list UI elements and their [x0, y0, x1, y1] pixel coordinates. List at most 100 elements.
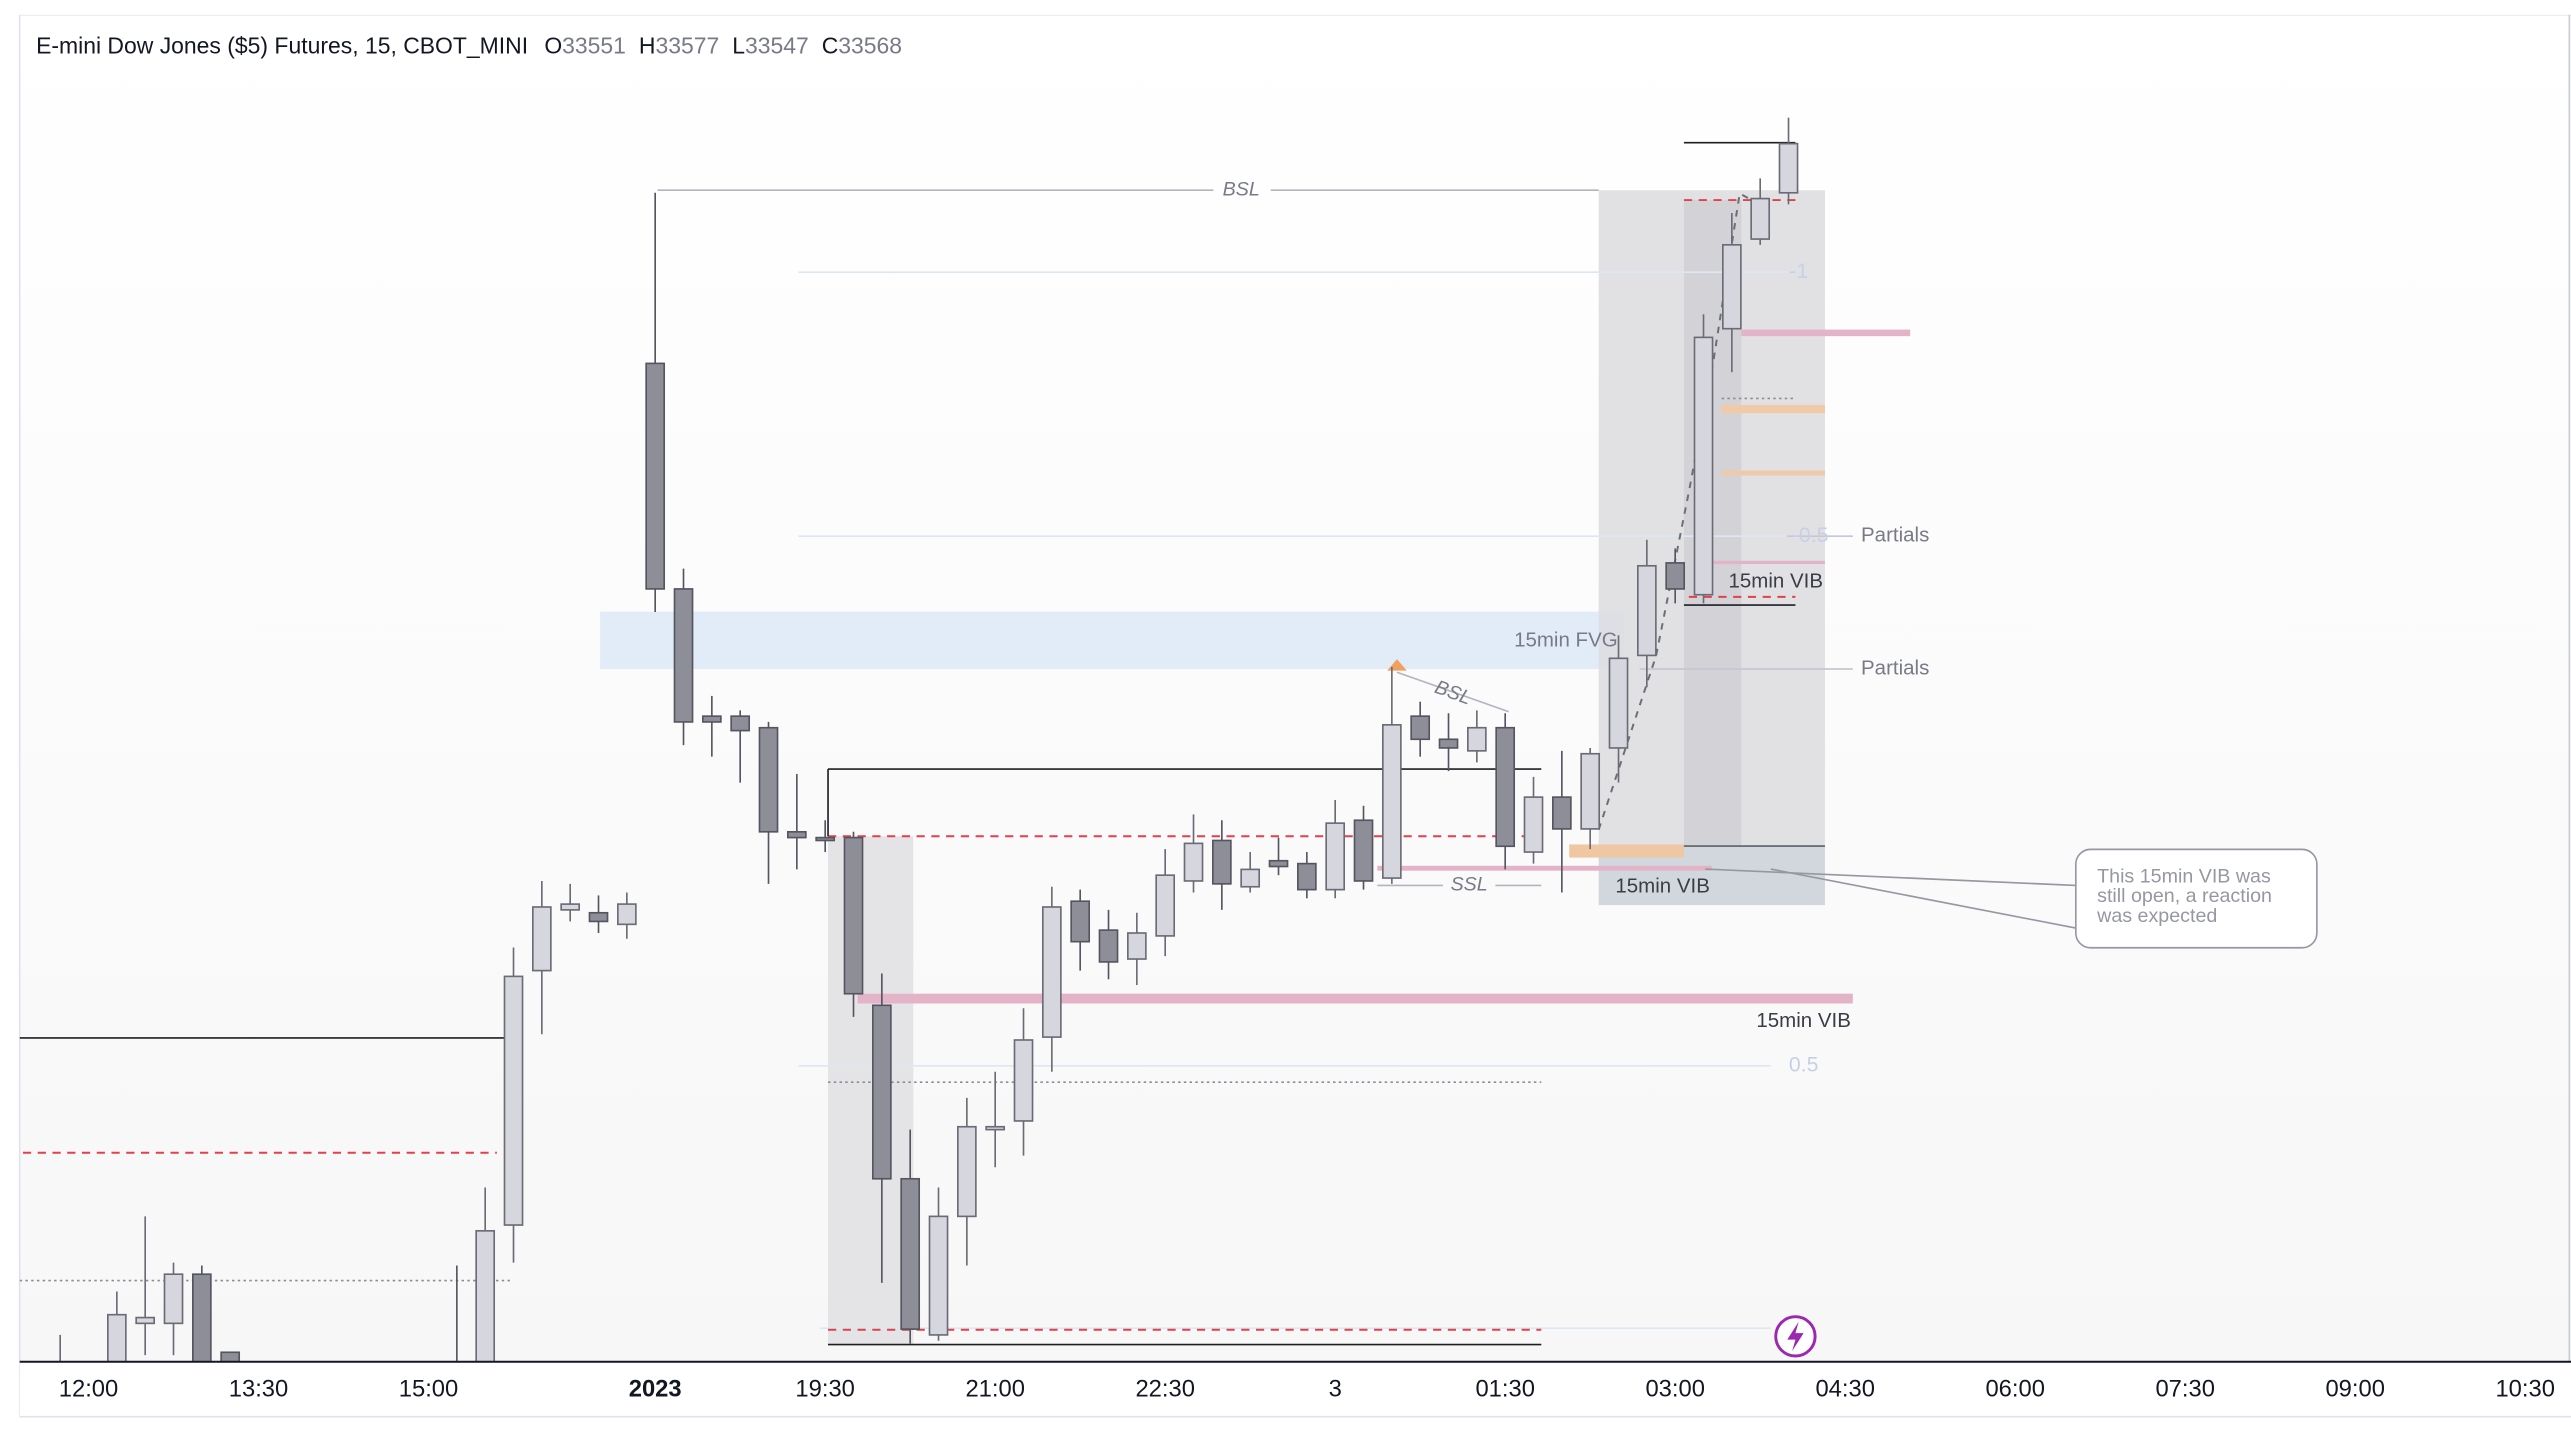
- ohlc-letter: L: [732, 33, 745, 59]
- candle-body: [532, 906, 552, 972]
- x-tick-label: 21:00: [965, 1376, 1024, 1403]
- candle-body: [843, 836, 864, 995]
- orange-level: [1721, 470, 1825, 476]
- candle-body: [1410, 715, 1431, 741]
- candle-body: [1013, 1039, 1034, 1122]
- candle-body: [1608, 657, 1629, 749]
- candle-body: [1438, 738, 1459, 749]
- icon-bolt[interactable]: [1787, 1321, 1804, 1352]
- fib-label: 0.5: [1789, 1052, 1819, 1076]
- ohlc-value: 33551: [562, 33, 626, 59]
- candle-body: [787, 830, 807, 839]
- x-tick-label: 09:00: [2325, 1376, 2384, 1403]
- gray-zone: [828, 836, 914, 1345]
- candle-body: [758, 726, 779, 833]
- fib-label: -0.5: [1792, 523, 1829, 547]
- candle-body: [1467, 726, 1487, 752]
- ohlc-letter: C: [822, 33, 839, 59]
- annotation: 15min VIB: [1756, 1009, 1851, 1032]
- candle-body: [1665, 562, 1686, 590]
- vib-level: [1377, 865, 1712, 871]
- candle-body: [815, 836, 836, 842]
- callout-text: still open, a reaction: [2097, 885, 2272, 907]
- x-tick-label: 13:30: [229, 1376, 288, 1403]
- candle-body: [135, 1316, 156, 1325]
- ohlc-value: 33547: [745, 33, 809, 59]
- candle-body: [985, 1125, 1006, 1131]
- projection-path: [1597, 191, 1759, 831]
- ohlc-value: 33577: [655, 33, 719, 59]
- callout-pointer: [1770, 868, 2076, 929]
- candle-body: [1183, 842, 1204, 882]
- bsl-line: [1396, 671, 1509, 713]
- candle-body: [1070, 900, 1091, 943]
- candle-body: [1297, 862, 1317, 891]
- annotation: Partials: [1861, 524, 1929, 547]
- replay-icon[interactable]: [1774, 1315, 1817, 1358]
- candle-body: [1382, 724, 1402, 879]
- callout-box: [2075, 848, 2318, 949]
- candle-body: [957, 1125, 977, 1218]
- callout-text: was expected: [2096, 905, 2217, 927]
- candle-body: [503, 975, 524, 1226]
- vib-level: [857, 993, 1853, 1004]
- x-tick-label: 03:00: [1645, 1376, 1704, 1403]
- ohlc-letter: O: [544, 33, 562, 59]
- candle-body: [1722, 244, 1742, 330]
- candle-body: [220, 1351, 241, 1361]
- candle-body: [163, 1273, 184, 1325]
- candle-body: [673, 588, 694, 723]
- x-tick-label: 07:30: [2155, 1376, 2214, 1403]
- x-tick-label: 04:30: [1815, 1376, 1874, 1403]
- candle-body: [1580, 752, 1601, 830]
- annotation: Partials: [1861, 656, 1929, 679]
- x-tick-label: 22:30: [1135, 1376, 1194, 1403]
- candle-body: [1155, 874, 1176, 937]
- candle-body: [1353, 819, 1374, 882]
- candle-body: [192, 1273, 212, 1361]
- x-axis-background: [19, 1360, 2571, 1417]
- candle-body: [1325, 822, 1346, 891]
- candle-body: [1637, 564, 1657, 657]
- ohlc-letter: H: [639, 33, 656, 59]
- candle-body: [1042, 906, 1062, 1038]
- candle-body: [1495, 726, 1516, 848]
- x-tick-label: 06:00: [1985, 1376, 2044, 1403]
- candle-body: [1750, 197, 1771, 240]
- candle-body: [1127, 932, 1147, 960]
- annotation: 15min FVG: [1514, 629, 1618, 652]
- annotation: SSL: [1451, 874, 1488, 896]
- candle-body: [645, 362, 666, 590]
- plot-background: [19, 14, 2571, 1361]
- x-tick-label: 15:00: [399, 1376, 458, 1403]
- x-tick-label: 19:30: [795, 1376, 854, 1403]
- candle-body: [1098, 929, 1119, 963]
- chart-header: E-mini Dow Jones ($5) Futures, 15, CBOT_…: [36, 33, 902, 59]
- candle-body: [730, 715, 751, 732]
- vib-level: [1705, 560, 1825, 565]
- x-tick-label: 01:30: [1475, 1376, 1534, 1403]
- candle-body: [928, 1215, 949, 1336]
- candle-body: [1778, 142, 1799, 194]
- candle-body: [1240, 868, 1261, 888]
- candle-body: [560, 903, 581, 911]
- candle-body: [1212, 839, 1232, 885]
- candle-body: [1552, 796, 1572, 830]
- fib-label: -1: [1789, 259, 1808, 283]
- chart-title: E-mini Dow Jones ($5) Futures, 15, CBOT_…: [36, 33, 528, 59]
- vib-level: [1741, 329, 1911, 337]
- annotation: 15min VIB: [1615, 874, 1710, 897]
- x-tick-label: 2023: [629, 1376, 682, 1403]
- annotation: 15min VIB: [1729, 570, 1824, 593]
- orange-level: [1721, 405, 1825, 414]
- callout-pointer: [1705, 868, 2076, 887]
- fvg-zone: [600, 611, 1625, 670]
- x-tick-label: 3: [1329, 1376, 1342, 1403]
- x-axis: 12:00 13:30 15:00 2023 19:30 21:00 22:30 3 01:30…: [59, 1376, 2555, 1403]
- candle-body: [588, 911, 609, 923]
- annotation: BSL: [1223, 178, 1260, 200]
- callout-text: This 15min VIB was: [2097, 865, 2271, 887]
- candle-body: [1523, 796, 1544, 853]
